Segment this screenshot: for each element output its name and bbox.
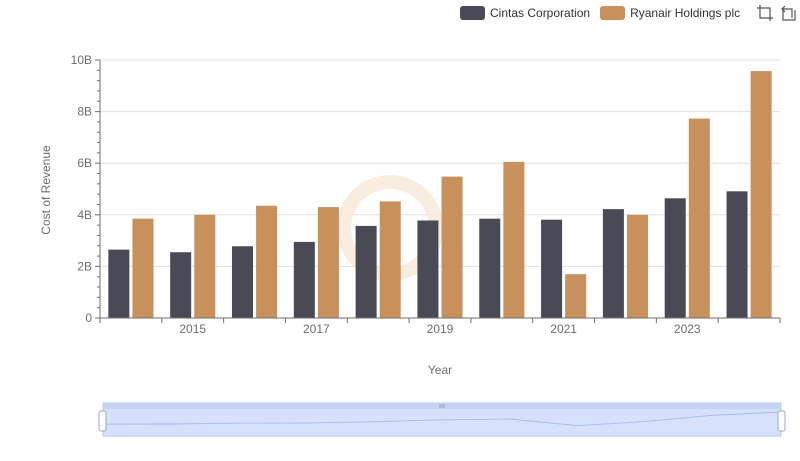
bar-ryanair-2017[interactable] [317, 207, 339, 318]
y-tick-label: 10B [71, 53, 92, 67]
x-tick-label: 2021 [550, 322, 577, 336]
axes: 0 2B 4B 6B 8B 10B 2015 2017 2019 2021 2023 [71, 53, 781, 336]
bar-cintas-2021[interactable] [541, 219, 563, 318]
bar-cintas-2014[interactable] [108, 249, 130, 318]
legend-label-ryanair: Ryanair Holdings plc [630, 6, 741, 20]
legend-swatch-ryanair [600, 6, 626, 20]
bars [108, 71, 772, 319]
bar-cintas-2020[interactable] [479, 218, 501, 318]
bar-cintas-2016[interactable] [231, 246, 253, 318]
y-tick-label: 0 [85, 311, 92, 325]
bar-ryanair-2018[interactable] [379, 201, 401, 318]
y-axis-title: Cost of Revenue [39, 145, 53, 235]
bar-ryanair-2015[interactable] [194, 214, 216, 318]
x-axis-title: Year [428, 363, 452, 377]
bar-cintas-2024[interactable] [726, 191, 748, 318]
bar-cintas-2017[interactable] [293, 241, 315, 318]
y-tick-label: 8B [77, 105, 92, 119]
bar-ryanair-2019[interactable] [441, 176, 463, 318]
x-tick-label: 2023 [674, 322, 701, 336]
data-zoom-slider[interactable] [98, 402, 786, 437]
bar-ryanair-2020[interactable] [503, 161, 525, 318]
bar-cintas-2018[interactable] [355, 225, 377, 318]
y-tick-label: 2B [77, 259, 92, 273]
bar-cintas-2022[interactable] [602, 209, 624, 318]
legend: Cintas Corporation Ryanair Holdings plc [460, 4, 798, 22]
toolbar [750, 4, 798, 22]
y-tick-label: 4B [77, 208, 92, 222]
legend-swatch-cintas [460, 6, 485, 20]
x-tick-label: 2019 [427, 322, 454, 336]
slider-overview-line [102, 411, 782, 427]
legend-item-ryanair[interactable]: Ryanair Holdings plc [600, 6, 740, 20]
zoom-icon[interactable] [756, 4, 774, 22]
slider-handle-left[interactable] [98, 410, 107, 432]
bar-cintas-2019[interactable] [417, 220, 439, 318]
bar-ryanair-2024[interactable] [750, 71, 772, 319]
x-tick-label: 2015 [179, 322, 206, 336]
legend-label-cintas: Cintas Corporation [490, 6, 591, 20]
bar-ryanair-2014[interactable] [132, 218, 154, 318]
legend-item-cintas[interactable]: Cintas Corporation [460, 6, 590, 20]
slider-handle-right[interactable] [777, 410, 786, 432]
bar-cintas-2015[interactable] [170, 252, 192, 318]
y-tick-label: 6B [77, 156, 92, 170]
bar-cintas-2023[interactable] [664, 198, 686, 318]
bar-ryanair-2023[interactable] [688, 118, 710, 318]
restore-icon[interactable] [780, 4, 798, 22]
bar-ryanair-2016[interactable] [256, 205, 278, 318]
bar-ryanair-2021[interactable] [565, 274, 587, 318]
bar-ryanair-2022[interactable] [627, 214, 649, 318]
x-tick-label: 2017 [303, 322, 330, 336]
